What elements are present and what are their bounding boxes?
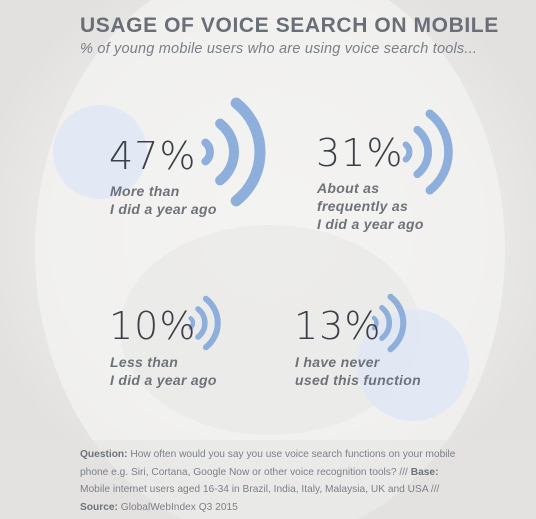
sound-wave-arc — [195, 306, 208, 340]
stat-label: Less than I did a year ago — [110, 354, 217, 388]
sound-wave-arc — [201, 138, 214, 166]
stat-label: I have never used this function — [295, 354, 421, 388]
sound-wave-arc — [215, 118, 239, 186]
sound-wave-icon — [201, 97, 266, 207]
stat-label: More than I did a year ago — [110, 183, 217, 217]
sound-wave-arc — [402, 141, 413, 163]
question-text: How often would you say you use voice se… — [80, 449, 456, 478]
chart-title: USAGE OF VOICE SEARCH ON MOBILE — [80, 14, 499, 37]
sound-wave-arc — [379, 305, 393, 341]
source-text: GlobalWebIndex Q3 2015 — [117, 501, 238, 513]
decor-circle-top — [53, 105, 147, 199]
stat-value: 13% — [294, 304, 382, 348]
sound-wave-icon — [402, 109, 453, 195]
stat-label: About as frequently as I did a year ago — [317, 180, 424, 232]
footnote: Question: How often would you say you us… — [80, 446, 460, 516]
stat-value: 10% — [109, 304, 197, 348]
sound-wave-arc — [371, 315, 379, 331]
sound-wave-icon — [371, 293, 407, 353]
question-label: Question: — [80, 449, 128, 460]
sound-wave-arc — [425, 109, 453, 195]
source-label: Source: — [80, 501, 118, 513]
sound-wave-arc — [202, 295, 221, 351]
sound-wave-arc — [188, 316, 196, 330]
base-text: Mobile internet users aged 16-34 in Braz… — [80, 484, 440, 495]
chart-subtitle: % of young mobile users who are using vo… — [80, 41, 478, 57]
stat-value: 47% — [109, 134, 197, 178]
sound-wave-icon — [188, 295, 221, 351]
stat-value: 31% — [316, 131, 404, 175]
sound-wave-arc — [387, 293, 407, 353]
base-label: Base: — [410, 466, 439, 478]
sound-wave-arc — [230, 97, 266, 207]
sound-wave-arc — [413, 125, 433, 179]
